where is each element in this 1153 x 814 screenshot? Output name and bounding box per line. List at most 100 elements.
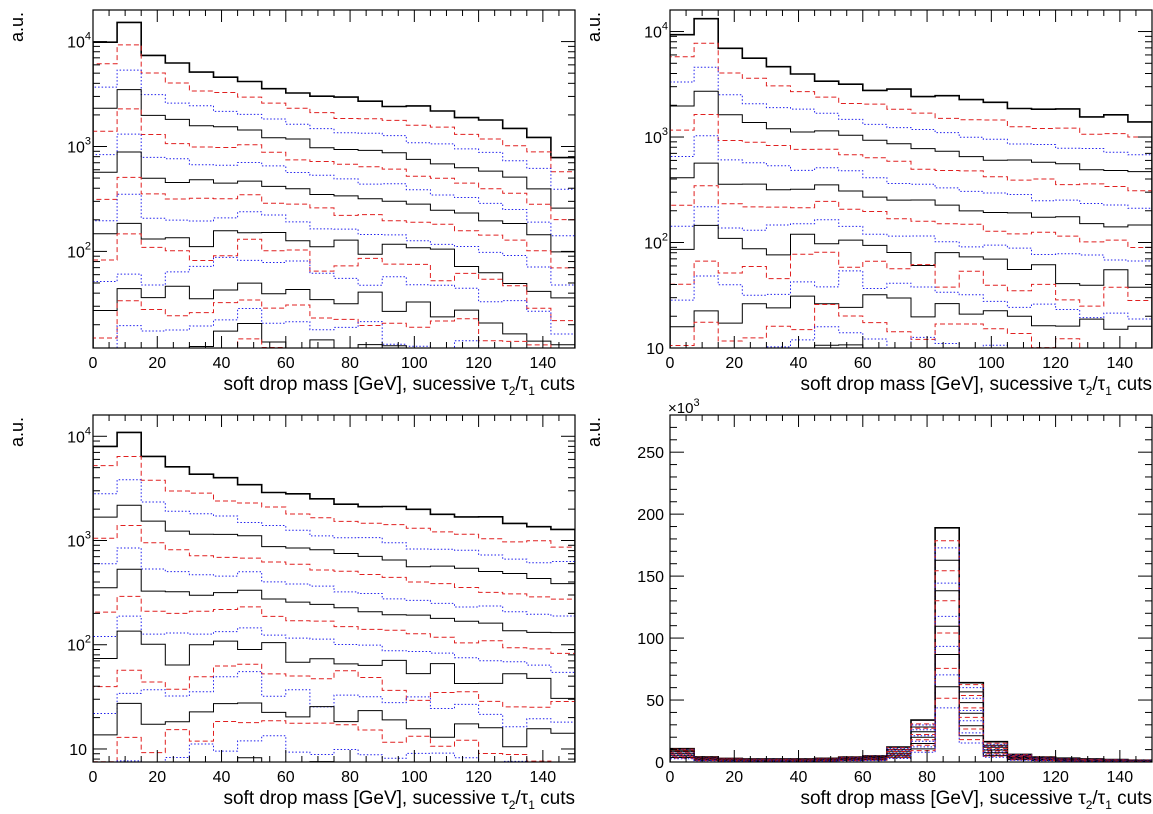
x-tick-label: 140 (530, 355, 557, 372)
cut-curve-14 (93, 299, 575, 348)
cut-curve-10 (93, 630, 575, 762)
y-tick-label: 103 (67, 135, 91, 156)
x-tick-label: 100 (401, 769, 428, 786)
cut-curve-12 (93, 671, 575, 762)
cut-curve-11 (93, 233, 575, 348)
x-axis: 0 20 40 60 80 100 120 140 (666, 415, 1153, 786)
x-axis-label: soft drop mass [GeV], sucessive τ2/τ1 cu… (800, 374, 1152, 398)
x-tick-label: 100 (401, 355, 428, 372)
y-tick-label: 50 (646, 693, 664, 710)
cut-curve-12 (93, 256, 575, 348)
cut-curve-2 (93, 44, 575, 348)
y-axis: 10 102 103 104 (644, 21, 1152, 358)
cut-curve-10 (93, 222, 575, 348)
chart-panel-2: 0 20 40 60 80 100 120 140 10 102 103 104 a.u. soft dr… (584, 9, 1153, 398)
x-tick-label: 40 (790, 355, 808, 372)
plot-frame (669, 414, 1153, 763)
x-tick-label: 120 (465, 769, 492, 786)
cut-curve-14 (93, 720, 575, 762)
x-tick-label: 80 (918, 355, 936, 372)
cut-curve-13 (93, 282, 575, 348)
y-tick-label: 10 (646, 341, 664, 358)
histogram-curves (670, 17, 1152, 348)
cut-curve-10 (670, 224, 1152, 348)
cut-curve-8 (93, 176, 575, 348)
cut-curve-11 (670, 632, 1152, 762)
cut-curve-11 (670, 251, 1152, 348)
x-tick-label: 80 (918, 769, 936, 786)
x-tick-label: 40 (790, 769, 808, 786)
cut-curve-18 (670, 707, 1152, 762)
cut-curve-5 (93, 108, 575, 348)
cut-curve-15 (93, 308, 575, 348)
y-tick-label: 150 (637, 569, 664, 586)
cut-curve-3 (93, 69, 575, 348)
x-axis: 0 20 40 60 80 100 120 140 (89, 10, 576, 372)
histogram-curves (670, 527, 1152, 762)
x-tick-label: 60 (854, 769, 872, 786)
cut-curve-4 (93, 89, 575, 348)
y-axis-label: a.u. (584, 417, 604, 447)
cut-curve-11 (93, 663, 575, 762)
x-tick-label: 20 (148, 769, 166, 786)
y-axis: 0 50 100 150 200 250 ×103 (637, 397, 1152, 772)
cut-curve-3 (670, 66, 1152, 348)
cut-curve-7 (93, 151, 575, 348)
x-axis-label: soft drop mass [GeV], sucessive τ2/τ1 cu… (223, 788, 575, 809)
y-tick-label: 200 (637, 507, 664, 524)
y-tick-label: 104 (644, 21, 668, 42)
x-tick-label: 120 (1042, 355, 1069, 372)
x-axis-label: soft drop mass [GeV], sucessive τ2/τ1 cu… (223, 374, 575, 398)
y-multiplier: ×103 (668, 397, 700, 417)
cut-curve-5 (93, 525, 575, 762)
y-tick-label: 103 (644, 126, 668, 147)
x-tick-label: 120 (465, 355, 492, 372)
cut-curve-1 (670, 17, 1152, 348)
cut-curve-5 (670, 114, 1152, 348)
x-tick-label: 0 (666, 355, 675, 372)
cut-curve-2 (670, 42, 1152, 348)
y-tick-label: 102 (67, 634, 91, 655)
y-tick-label: 102 (644, 232, 668, 253)
x-tick-label: 80 (341, 355, 359, 372)
x-axis: 0 20 40 60 80 100 120 140 (89, 415, 576, 786)
y-axis: 102 103 104 (67, 9, 575, 326)
y-tick-label: 0 (655, 755, 664, 772)
cut-curve-7 (670, 162, 1152, 348)
cut-curve-4 (93, 504, 575, 762)
x-tick-label: 40 (213, 769, 231, 786)
y-axis-label: a.u. (7, 12, 27, 42)
cut-curve-15 (93, 735, 575, 762)
x-tick-label: 60 (277, 769, 295, 786)
cut-curve-6 (93, 547, 575, 762)
x-tick-label: 60 (277, 355, 295, 372)
chart-panel-3: 0 20 40 60 80 100 120 140 10 102 103 104 a.u. soft dr… (7, 414, 576, 812)
x-tick-label: 120 (1042, 769, 1069, 786)
cut-curve-14 (670, 304, 1152, 348)
cut-curve-12 (670, 270, 1152, 348)
y-tick-label: 10 (69, 742, 87, 759)
cut-curve-9 (670, 206, 1152, 348)
x-tick-label: 20 (725, 355, 743, 372)
x-tick-label: 0 (89, 769, 98, 786)
x-axis-label: soft drop mass [GeV], sucessive τ2/τ1 cu… (800, 788, 1152, 809)
cut-curve-6 (670, 135, 1152, 348)
y-axis: 10 102 103 104 (67, 425, 575, 760)
x-tick-label: 100 (978, 355, 1005, 372)
histogram-curves (93, 21, 575, 348)
x-tick-label: 0 (89, 355, 98, 372)
y-tick-label: 250 (637, 445, 664, 462)
cut-curve-1 (93, 21, 575, 348)
cut-curve-9 (93, 193, 575, 348)
x-axis: 0 20 40 60 80 100 120 140 (666, 10, 1153, 372)
y-tick-label: 103 (67, 530, 91, 551)
y-tick-label: 102 (67, 240, 91, 261)
x-tick-label: 0 (666, 769, 675, 786)
y-tick-label: 100 (637, 631, 664, 648)
histogram-curves (93, 431, 575, 762)
plot-frame (669, 9, 1153, 349)
x-tick-label: 20 (725, 769, 743, 786)
cut-curve-13 (93, 702, 575, 762)
